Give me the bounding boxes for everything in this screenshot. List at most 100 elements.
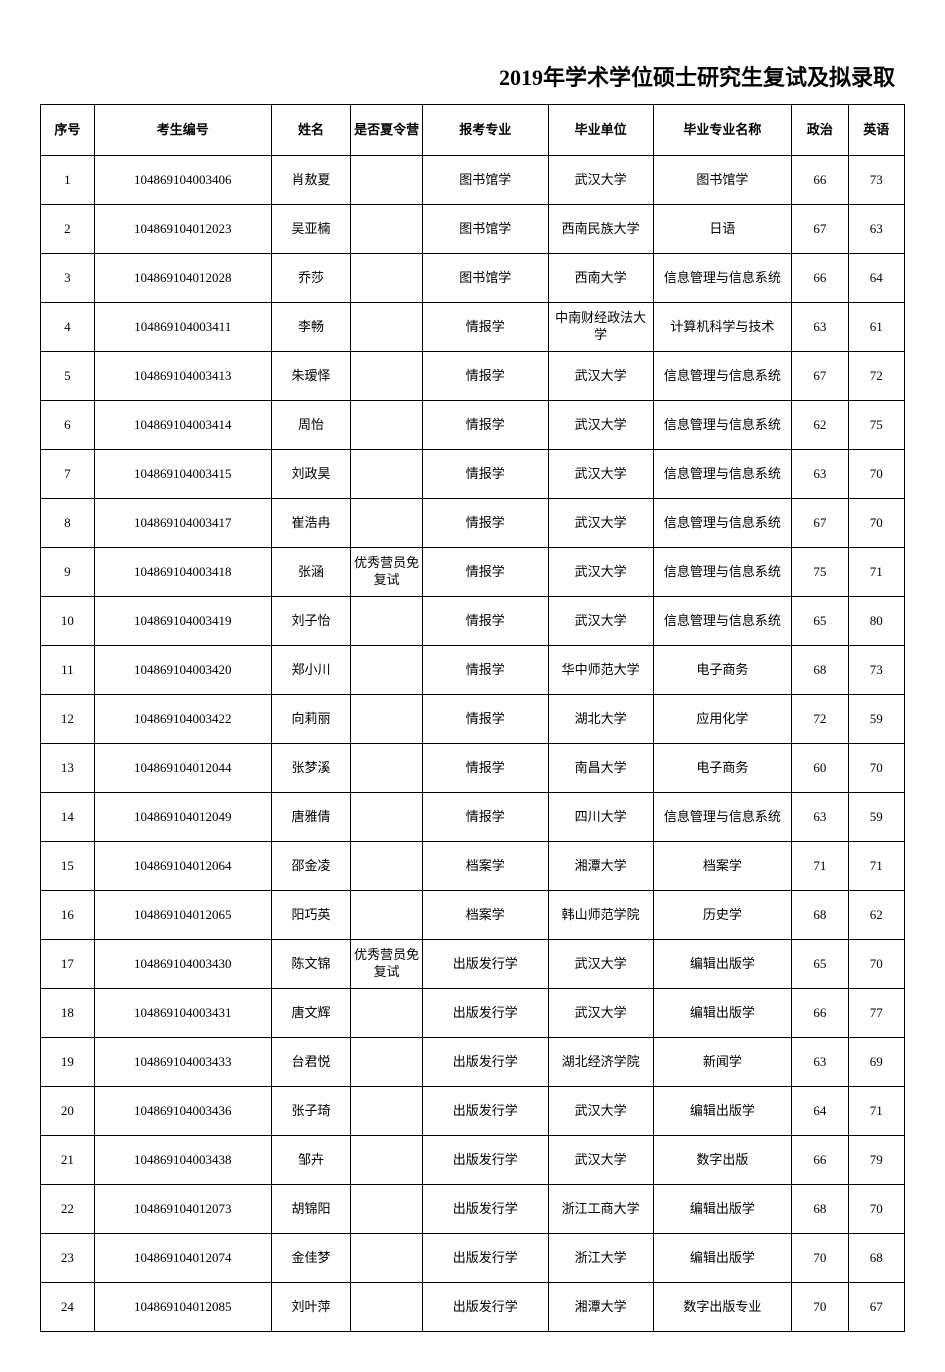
cell-exam-id: 104869104003438 — [94, 1136, 271, 1185]
cell-politics: 66 — [792, 1136, 848, 1185]
cell-exam-id: 104869104003430 — [94, 940, 271, 989]
cell-major: 情报学 — [422, 352, 548, 401]
cell-major: 出版发行学 — [422, 1136, 548, 1185]
table-row: 3104869104012028乔莎图书馆学西南大学信息管理与信息系统6664 — [41, 254, 905, 303]
header-politics: 政治 — [792, 105, 848, 156]
cell-grad-major: 历史学 — [653, 891, 791, 940]
cell-seq: 21 — [41, 1136, 95, 1185]
cell-camp — [351, 1234, 423, 1283]
cell-major: 情报学 — [422, 597, 548, 646]
cell-seq: 22 — [41, 1185, 95, 1234]
cell-school: 中南财经政法大学 — [548, 303, 653, 352]
cell-major: 图书馆学 — [422, 205, 548, 254]
table-row: 7104869104003415刘政昊情报学武汉大学信息管理与信息系统6370 — [41, 450, 905, 499]
header-grad-major: 毕业专业名称 — [653, 105, 791, 156]
cell-name: 唐雅倩 — [271, 793, 350, 842]
cell-major: 情报学 — [422, 401, 548, 450]
cell-school: 浙江大学 — [548, 1234, 653, 1283]
cell-school: 武汉大学 — [548, 1087, 653, 1136]
cell-english: 70 — [848, 940, 904, 989]
cell-camp — [351, 597, 423, 646]
cell-politics: 65 — [792, 597, 848, 646]
cell-exam-id: 104869104003406 — [94, 156, 271, 205]
cell-major: 出版发行学 — [422, 1038, 548, 1087]
cell-name: 邵金凌 — [271, 842, 350, 891]
cell-camp — [351, 450, 423, 499]
cell-seq: 16 — [41, 891, 95, 940]
cell-english: 59 — [848, 793, 904, 842]
cell-grad-major: 新闻学 — [653, 1038, 791, 1087]
cell-exam-id: 104869104003415 — [94, 450, 271, 499]
cell-major: 情报学 — [422, 793, 548, 842]
cell-name: 肖敖夏 — [271, 156, 350, 205]
cell-grad-major: 信息管理与信息系统 — [653, 401, 791, 450]
cell-grad-major: 电子商务 — [653, 646, 791, 695]
cell-grad-major: 信息管理与信息系统 — [653, 793, 791, 842]
cell-grad-major: 编辑出版学 — [653, 1234, 791, 1283]
page-title: 2019年学术学位硕士研究生复试及拟录取 — [40, 60, 905, 92]
cell-name: 金佳梦 — [271, 1234, 350, 1283]
cell-name: 乔莎 — [271, 254, 350, 303]
cell-seq: 20 — [41, 1087, 95, 1136]
header-row: 序号 考生编号 姓名 是否夏令营 报考专业 毕业单位 毕业专业名称 政治 英语 — [41, 105, 905, 156]
cell-school: 湘潭大学 — [548, 1283, 653, 1332]
cell-name: 吴亚楠 — [271, 205, 350, 254]
table-row: 12104869104003422向莉丽情报学湖北大学应用化学7259 — [41, 695, 905, 744]
cell-camp: 优秀营员免复试 — [351, 548, 423, 597]
cell-camp — [351, 1283, 423, 1332]
cell-school: 武汉大学 — [548, 499, 653, 548]
cell-major: 出版发行学 — [422, 1283, 548, 1332]
cell-major: 情报学 — [422, 744, 548, 793]
cell-name: 朱瑷怿 — [271, 352, 350, 401]
cell-grad-major: 日语 — [653, 205, 791, 254]
cell-english: 62 — [848, 891, 904, 940]
cell-major: 情报学 — [422, 450, 548, 499]
table-row: 13104869104012044张梦溪情报学南昌大学电子商务6070 — [41, 744, 905, 793]
table-row: 23104869104012074金佳梦出版发行学浙江大学编辑出版学7068 — [41, 1234, 905, 1283]
cell-major: 档案学 — [422, 891, 548, 940]
cell-name: 邹卉 — [271, 1136, 350, 1185]
cell-camp — [351, 1038, 423, 1087]
cell-grad-major: 编辑出版学 — [653, 1185, 791, 1234]
table-row: 2104869104012023吴亚楠图书馆学西南民族大学日语6763 — [41, 205, 905, 254]
cell-politics: 70 — [792, 1234, 848, 1283]
table-row: 19104869104003433台君悦出版发行学湖北经济学院新闻学6369 — [41, 1038, 905, 1087]
table-row: 9104869104003418张涵优秀营员免复试情报学武汉大学信息管理与信息系… — [41, 548, 905, 597]
table-row: 8104869104003417崔浩冉情报学武汉大学信息管理与信息系统6770 — [41, 499, 905, 548]
cell-grad-major: 编辑出版学 — [653, 989, 791, 1038]
cell-name: 张子琦 — [271, 1087, 350, 1136]
header-english: 英语 — [848, 105, 904, 156]
cell-english: 64 — [848, 254, 904, 303]
cell-politics: 63 — [792, 1038, 848, 1087]
header-exam-id: 考生编号 — [94, 105, 271, 156]
cell-seq: 8 — [41, 499, 95, 548]
cell-school: 湘潭大学 — [548, 842, 653, 891]
cell-major: 情报学 — [422, 499, 548, 548]
cell-exam-id: 104869104003413 — [94, 352, 271, 401]
cell-english: 67 — [848, 1283, 904, 1332]
cell-major: 情报学 — [422, 646, 548, 695]
header-camp: 是否夏令营 — [351, 105, 423, 156]
cell-seq: 18 — [41, 989, 95, 1038]
cell-english: 63 — [848, 205, 904, 254]
cell-exam-id: 104869104003422 — [94, 695, 271, 744]
table-row: 1104869104003406肖敖夏图书馆学武汉大学图书馆学6673 — [41, 156, 905, 205]
cell-politics: 72 — [792, 695, 848, 744]
cell-english: 71 — [848, 842, 904, 891]
cell-exam-id: 104869104003414 — [94, 401, 271, 450]
cell-camp — [351, 891, 423, 940]
cell-grad-major: 信息管理与信息系统 — [653, 597, 791, 646]
cell-name: 李畅 — [271, 303, 350, 352]
cell-seq: 2 — [41, 205, 95, 254]
table-row: 11104869104003420郑小川情报学华中师范大学电子商务6873 — [41, 646, 905, 695]
cell-english: 68 — [848, 1234, 904, 1283]
cell-camp — [351, 401, 423, 450]
cell-politics: 70 — [792, 1283, 848, 1332]
cell-school: 南昌大学 — [548, 744, 653, 793]
table-row: 6104869104003414周怡情报学武汉大学信息管理与信息系统6275 — [41, 401, 905, 450]
cell-school: 浙江工商大学 — [548, 1185, 653, 1234]
table-row: 20104869104003436张子琦出版发行学武汉大学编辑出版学6471 — [41, 1087, 905, 1136]
cell-english: 73 — [848, 646, 904, 695]
cell-major: 情报学 — [422, 548, 548, 597]
cell-english: 73 — [848, 156, 904, 205]
